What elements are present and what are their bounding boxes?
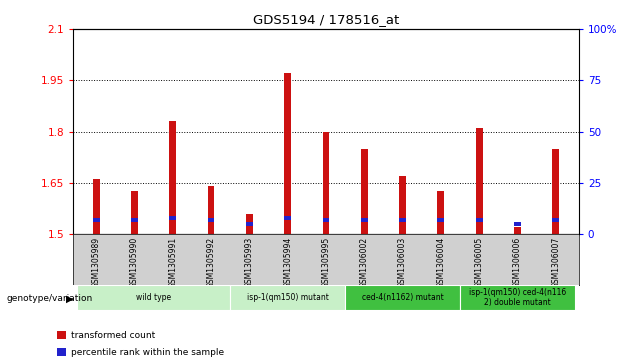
Bar bbox=[476, 218, 483, 222]
Text: GSM1306003: GSM1306003 bbox=[398, 237, 407, 289]
Bar bbox=[93, 218, 100, 222]
Text: isp-1(qm150) ced-4(n116
2) double mutant: isp-1(qm150) ced-4(n116 2) double mutant bbox=[469, 288, 566, 307]
Text: GSM1305992: GSM1305992 bbox=[207, 237, 216, 288]
Bar bbox=[322, 132, 329, 234]
Text: GSM1305991: GSM1305991 bbox=[169, 237, 177, 288]
Bar bbox=[230, 285, 345, 310]
Bar bbox=[552, 149, 559, 234]
Bar bbox=[284, 73, 291, 234]
Text: GSM1306006: GSM1306006 bbox=[513, 237, 522, 289]
Bar bbox=[438, 218, 445, 222]
Bar bbox=[246, 214, 252, 234]
Text: GSM1305989: GSM1305989 bbox=[92, 237, 100, 288]
Text: transformed count: transformed count bbox=[71, 331, 155, 340]
Bar bbox=[322, 218, 329, 222]
Bar bbox=[77, 285, 230, 310]
Bar bbox=[552, 218, 559, 222]
Bar bbox=[131, 218, 138, 222]
Bar bbox=[207, 218, 214, 222]
Text: GSM1305990: GSM1305990 bbox=[130, 237, 139, 289]
Text: ced-4(n1162) mutant: ced-4(n1162) mutant bbox=[362, 293, 443, 302]
Bar bbox=[476, 128, 483, 234]
Bar bbox=[514, 222, 521, 225]
Text: GSM1306002: GSM1306002 bbox=[360, 237, 369, 288]
Text: GSM1305993: GSM1305993 bbox=[245, 237, 254, 289]
Text: ▶: ▶ bbox=[66, 293, 74, 303]
Bar bbox=[93, 179, 100, 234]
Bar bbox=[399, 176, 406, 234]
Bar bbox=[131, 191, 138, 234]
Bar bbox=[246, 222, 252, 225]
Bar bbox=[514, 227, 521, 234]
Text: genotype/variation: genotype/variation bbox=[6, 294, 93, 303]
Bar bbox=[361, 149, 368, 234]
Bar bbox=[460, 285, 575, 310]
Text: GSM1306004: GSM1306004 bbox=[436, 237, 445, 289]
Text: isp-1(qm150) mutant: isp-1(qm150) mutant bbox=[247, 293, 329, 302]
Bar bbox=[169, 121, 176, 234]
Bar bbox=[438, 191, 445, 234]
Bar bbox=[207, 186, 214, 234]
Text: GSM1305994: GSM1305994 bbox=[283, 237, 292, 289]
Text: GSM1306007: GSM1306007 bbox=[551, 237, 560, 289]
Bar bbox=[345, 285, 460, 310]
Bar bbox=[399, 218, 406, 222]
Text: wild type: wild type bbox=[136, 293, 171, 302]
Title: GDS5194 / 178516_at: GDS5194 / 178516_at bbox=[253, 13, 399, 26]
Text: GSM1306005: GSM1306005 bbox=[474, 237, 483, 289]
Bar bbox=[361, 218, 368, 222]
Bar bbox=[284, 216, 291, 220]
Text: GSM1305995: GSM1305995 bbox=[321, 237, 331, 289]
Text: percentile rank within the sample: percentile rank within the sample bbox=[71, 348, 224, 357]
Bar bbox=[169, 216, 176, 220]
